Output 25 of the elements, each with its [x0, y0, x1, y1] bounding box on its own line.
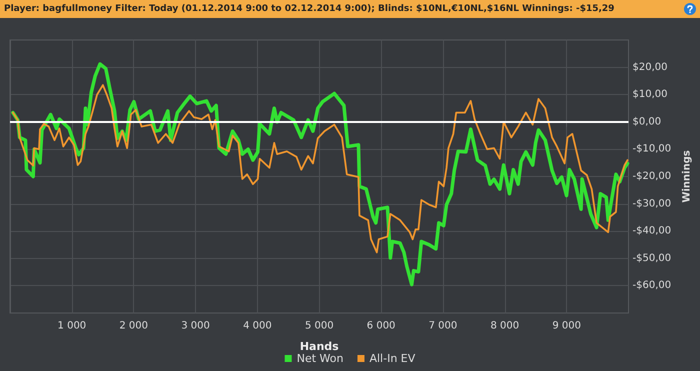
x-tick-label: 3 000 — [181, 320, 210, 332]
x-tick-label: 2 000 — [119, 320, 148, 332]
x-tick-label: 4 000 — [243, 320, 272, 332]
y-tick-label: -$10,00 — [632, 144, 672, 155]
chart-title: Player: bagfullmoney Filter: Today (01.12.2014 9:00 to 02.12.2014 9:00); Blinds: $10NL,€10NL,$16NL Winnings: -$15,29 — [4, 4, 614, 14]
x-tick-label: 9 000 — [552, 320, 581, 332]
x-tick-label: 6 000 — [366, 320, 396, 332]
x-tick-label: 7 000 — [428, 320, 458, 332]
y-tick-label: -$60,00 — [632, 280, 672, 292]
x-tick-label: 8 000 — [490, 320, 520, 332]
y-tick-label: $20,00 — [632, 62, 668, 73]
y-tick-label: -$40,00 — [632, 226, 672, 237]
y-tick-label: $10,00 — [632, 89, 668, 100]
y-tick-label: -$30,00 — [632, 198, 672, 210]
legend-label: Net Won — [296, 352, 344, 365]
x-tick-label: 5 000 — [304, 320, 334, 332]
y-axis-title: Winnings — [682, 150, 692, 203]
y-tick-label: -$50,00 — [632, 252, 672, 264]
line-series — [11, 62, 630, 286]
y-tick-label: $0,00 — [632, 116, 662, 128]
line-series — [12, 84, 628, 254]
x-tick-label: 1 000 — [58, 320, 86, 332]
legend-label: All-In EV — [369, 352, 416, 365]
y-tick-label: -$20,00 — [632, 171, 672, 182]
x-axis-title: Hands — [300, 340, 340, 353]
